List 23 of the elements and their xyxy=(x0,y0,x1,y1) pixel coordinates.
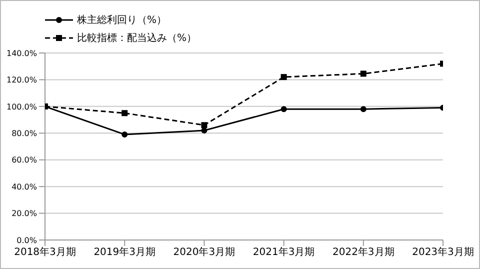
x-tick-label: 2018年3月期 xyxy=(14,246,76,258)
point xyxy=(122,131,128,138)
x-tick-label: 2019年3月期 xyxy=(94,246,156,258)
point xyxy=(280,106,287,112)
point xyxy=(201,122,208,128)
y-tick-label: 40.0% xyxy=(12,182,38,192)
legend-label: 比較指標：配当込み（%） xyxy=(77,32,197,45)
point xyxy=(280,74,287,80)
y-tick-label: 120.0% xyxy=(6,76,38,85)
x-tick-label: 2021年3月期 xyxy=(252,246,315,258)
y-tick-label: 80.0% xyxy=(12,128,38,138)
y-tick-label: 60.0% xyxy=(12,156,38,165)
legend-label: 株主総利回り（%） xyxy=(77,14,167,27)
point xyxy=(360,106,366,112)
x-tick-label: 2022年3月期 xyxy=(332,246,394,258)
point xyxy=(122,110,128,116)
y-tick-label: 100.0% xyxy=(6,102,38,112)
y-tick-label: 0.0% xyxy=(16,236,38,245)
y-tick-label: 140.0% xyxy=(6,48,38,58)
x-tick-label: 2020年3月期 xyxy=(173,246,236,258)
x-tick-label: 2023年3月期 xyxy=(412,246,474,258)
y-tick-label: 20.0% xyxy=(12,209,38,218)
point xyxy=(360,70,366,77)
